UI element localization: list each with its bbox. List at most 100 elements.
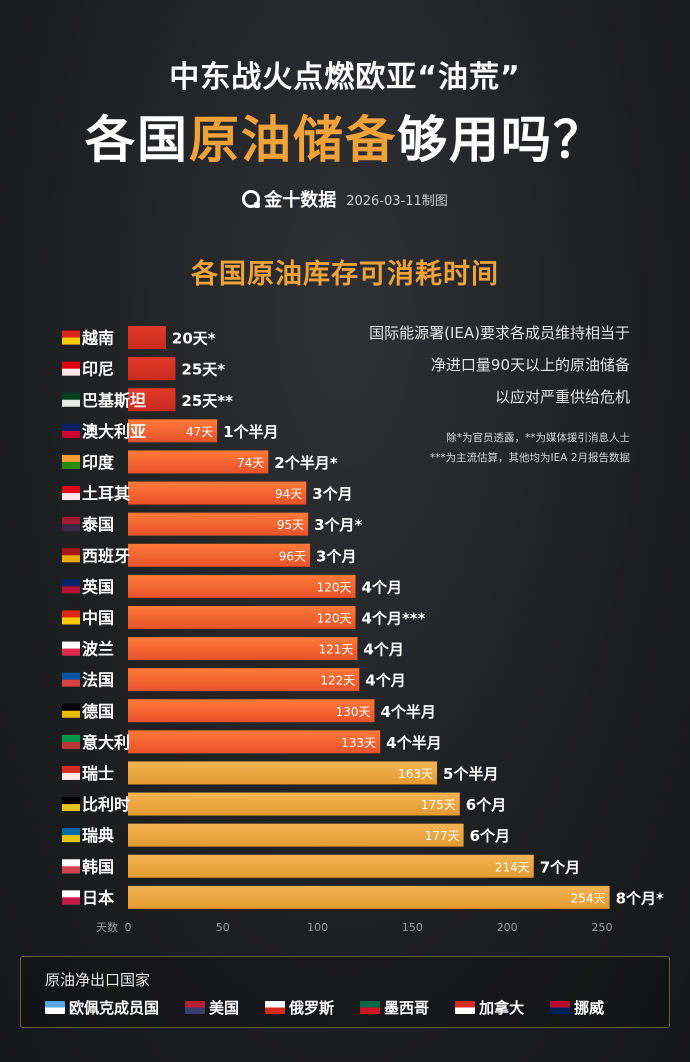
legend-item: 墨西哥 — [360, 997, 429, 1018]
category-label: 法国 — [82, 671, 114, 690]
flag-icon-stripe-瑞士 — [62, 772, 80, 780]
data-label: 121天 — [319, 643, 354, 657]
bar-西班牙 — [128, 543, 311, 567]
bar-英国 — [128, 574, 356, 598]
duration-label: 4个月 — [365, 672, 405, 690]
category-label: 韩国 — [82, 857, 114, 876]
flag-icon-stripe-波兰 — [62, 648, 80, 656]
category-label: 土耳其 — [82, 484, 130, 503]
data-label: 130天 — [336, 705, 371, 719]
brand-icon — [242, 190, 261, 208]
category-label: 西班牙 — [82, 546, 130, 565]
chart-date: 2026-03-11制图 — [346, 193, 448, 209]
legend-item: 俄罗斯 — [265, 997, 334, 1018]
data-label: 120天 — [317, 611, 352, 625]
category-label: 印尼 — [82, 360, 114, 379]
flag-icon-stripe-意大利 — [62, 741, 80, 749]
norway-flag-icon — [550, 1001, 571, 1014]
category-label: 中国 — [82, 608, 114, 627]
page-title: 各国原油储备够用吗？ — [0, 100, 690, 172]
x-axis-label: 天数 — [96, 921, 118, 934]
legend-label: 挪威 — [574, 999, 605, 1017]
net-exporters-legend: 原油净出口国家 欧佩克成员国 美国 俄罗斯 墨西哥 加拿大 挪威 — [20, 956, 670, 1028]
note-line-3: 以应对严重供给危机 — [494, 388, 630, 406]
flag-icon-stripe-中国 — [62, 617, 80, 625]
bar-波兰 — [128, 637, 358, 661]
flag-icon-stripe-比利时 — [62, 804, 80, 812]
legend-title: 原油净出口国家 — [45, 971, 151, 989]
duration-label: 4个半月 — [380, 703, 435, 721]
bar-澳大利亚 — [128, 419, 218, 443]
x-tick-label: 150 — [402, 921, 423, 934]
bar-日本 — [128, 885, 610, 909]
data-label: 214天 — [495, 860, 530, 874]
x-tick-label: 0 — [125, 921, 132, 934]
bar-印度 — [128, 450, 269, 474]
flag-icon-stripe-英国 — [62, 586, 80, 594]
flag-icon-stripe-日本 — [62, 897, 80, 905]
data-label: 25天** — [181, 392, 233, 410]
duration-label: 1个半月 — [223, 423, 278, 441]
data-label: 177天 — [425, 829, 460, 843]
title-part1: 各国 — [85, 111, 189, 169]
duration-label: 6个月 — [470, 827, 510, 845]
flag-icon-stripe-越南 — [62, 337, 80, 345]
data-label: 94天 — [275, 487, 302, 501]
x-tick-label: 250 — [592, 921, 613, 934]
x-tick-label: 100 — [307, 921, 328, 934]
category-label: 泰国 — [81, 515, 114, 534]
category-label: 日本 — [82, 888, 114, 907]
duration-label: 8个月* — [616, 889, 664, 907]
duration-label: 4个月 — [363, 641, 403, 659]
category-label: 德国 — [82, 702, 114, 721]
data-label: 163天 — [398, 767, 433, 781]
duration-label: 7个月 — [540, 858, 580, 876]
us-flag-icon — [185, 1001, 206, 1014]
data-label: 254天 — [571, 891, 606, 905]
legend-label: 加拿大 — [479, 999, 525, 1017]
bar-意大利 — [128, 730, 381, 754]
duration-label: 4个半月 — [386, 734, 441, 752]
legend-label: 美国 — [209, 999, 240, 1017]
bar-土耳其 — [128, 481, 307, 505]
legend-item: 加拿大 — [455, 997, 524, 1018]
title-highlight: 原油储备 — [189, 111, 397, 169]
duration-label: 6个月 — [466, 796, 506, 814]
bar-德国 — [128, 699, 375, 723]
data-label: 175天 — [421, 798, 456, 812]
chart-title: 各国原油库存可消耗时间 — [191, 259, 499, 290]
russia-flag-icon — [265, 1001, 286, 1014]
legend-label: 墨西哥 — [384, 999, 430, 1017]
bar-中国 — [128, 605, 356, 629]
note-line-1: 国际能源署(IEA)要求各成员维持相当于 — [369, 324, 630, 342]
category-label: 越南 — [81, 329, 114, 348]
flag-icon-stripe-印尼 — [62, 368, 80, 376]
data-label: 74天 — [237, 456, 264, 470]
brand-name: 金十数据 — [264, 190, 337, 211]
category-label: 巴基斯坦 — [82, 391, 146, 410]
bar-越南 — [128, 326, 166, 350]
flag-icon-stripe-德国 — [62, 710, 80, 718]
data-label: 47天 — [186, 425, 213, 439]
brand-logo: 金十数据 — [242, 186, 336, 212]
duration-label: 3个月* — [314, 516, 362, 534]
legend-label: 俄罗斯 — [289, 999, 335, 1017]
subtitle: 中东战火点燃欧亚“油荒” — [169, 60, 521, 95]
legend-item: 挪威 — [550, 997, 604, 1018]
x-tick-label: 200 — [497, 921, 518, 934]
category-label: 意大利 — [82, 733, 130, 752]
bar-瑞士 — [128, 761, 438, 785]
source-line: 金十数据 2026-03-11制图 — [0, 186, 690, 212]
category-label: 印度 — [82, 453, 115, 472]
data-label: 25天* — [181, 361, 225, 379]
bar-韩国 — [128, 854, 534, 878]
data-label: 96天 — [279, 549, 306, 563]
data-label: 133天 — [341, 736, 376, 750]
legend-item: 欧佩克成员国 — [45, 997, 159, 1018]
duration-label: 4个月 — [362, 578, 402, 596]
duration-label: 3个月 — [316, 547, 356, 565]
legend-items: 欧佩克成员国 美国 俄罗斯 墨西哥 加拿大 挪威 — [45, 997, 604, 1018]
legend-label: 欧佩克成员国 — [69, 999, 160, 1017]
bar-泰国 — [128, 512, 309, 536]
